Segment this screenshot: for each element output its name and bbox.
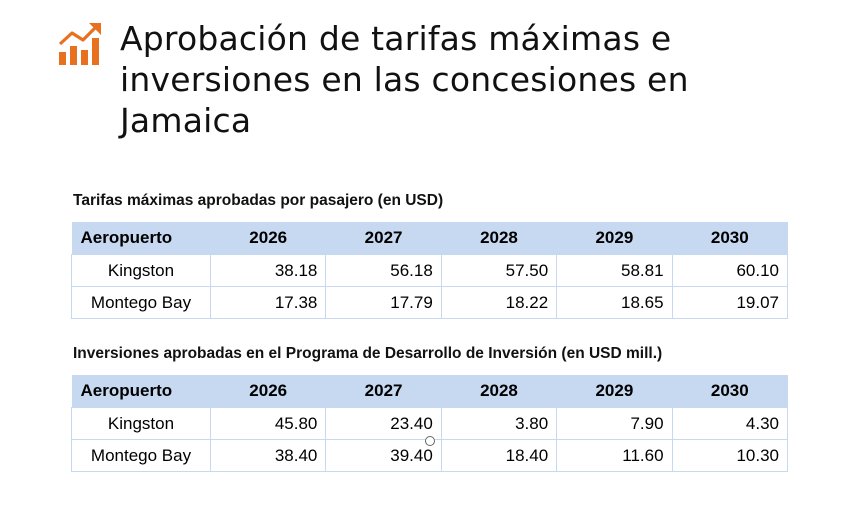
table-row: Montego Bay 38.40 39.40 18.40 11.60 10.3… <box>71 439 789 472</box>
column-header: 2030 <box>672 222 788 255</box>
column-header: 2027 <box>325 375 442 408</box>
column-header: 2026 <box>210 222 326 255</box>
chart-growth-icon <box>58 23 101 65</box>
airport-cell: Montego Bay <box>71 286 211 319</box>
value-cell: 19.07 <box>671 286 789 319</box>
value-cell: 39.40 <box>325 439 442 472</box>
column-header: Aeropuerto <box>71 222 211 255</box>
column-header: 2028 <box>441 375 557 408</box>
column-header: 2026 <box>210 375 326 408</box>
column-header: 2030 <box>672 375 788 408</box>
value-cell: 4.30 <box>671 407 789 440</box>
table-inversiones: Aeropuerto 2026 2027 2028 2029 2030 King… <box>71 375 789 472</box>
table-row: Montego Bay 17.38 17.79 18.22 18.65 19.0… <box>71 286 789 319</box>
table-header-row: Aeropuerto 2026 2027 2028 2029 2030 <box>71 222 788 255</box>
value-cell: 3.80 <box>440 407 558 440</box>
column-header: 2029 <box>556 222 673 255</box>
table-row: Kingston 45.80 23.40 3.80 7.90 4.30 <box>71 407 789 440</box>
column-header: 2029 <box>556 375 673 408</box>
value-cell: 57.50 <box>440 254 558 287</box>
value-cell: 60.10 <box>671 254 789 287</box>
value-cell: 58.81 <box>556 254 673 287</box>
table-header-row: Aeropuerto 2026 2027 2028 2029 2030 <box>71 375 788 408</box>
value-cell: 56.18 <box>325 254 442 287</box>
column-header: 2028 <box>441 222 557 255</box>
column-header: 2027 <box>325 222 442 255</box>
page-title: Aprobación de tarifas máximas e inversio… <box>120 19 689 140</box>
value-cell: 38.40 <box>209 439 327 472</box>
value-cell: 18.22 <box>440 286 558 319</box>
value-cell: 18.40 <box>440 439 558 472</box>
airport-cell: Montego Bay <box>71 439 211 472</box>
table-caption-tarifas: Tarifas máximas aprobadas por pasajero (… <box>73 192 444 209</box>
header: Aprobación de tarifas máximas e inversio… <box>58 18 760 141</box>
value-cell: 23.40 <box>325 407 442 440</box>
table-tarifas: Aeropuerto 2026 2027 2028 2029 2030 King… <box>71 222 789 319</box>
column-header: Aeropuerto <box>71 375 211 408</box>
value-cell: 11.60 <box>556 439 673 472</box>
value-cell: 45.80 <box>209 407 327 440</box>
airport-cell: Kingston <box>71 407 211 440</box>
cursor-handle[interactable] <box>425 436 435 446</box>
airport-cell: Kingston <box>71 254 211 287</box>
value-cell: 17.38 <box>209 286 327 319</box>
value-cell: 18.65 <box>556 286 673 319</box>
value-cell: 38.18 <box>209 254 327 287</box>
table-caption-inversiones: Inversiones aprobadas en el Programa de … <box>73 345 663 362</box>
value-cell: 17.79 <box>325 286 442 319</box>
value-cell: 10.30 <box>671 439 789 472</box>
table-row: Kingston 38.18 56.18 57.50 58.81 60.10 <box>71 254 789 287</box>
value-cell: 7.90 <box>556 407 673 440</box>
